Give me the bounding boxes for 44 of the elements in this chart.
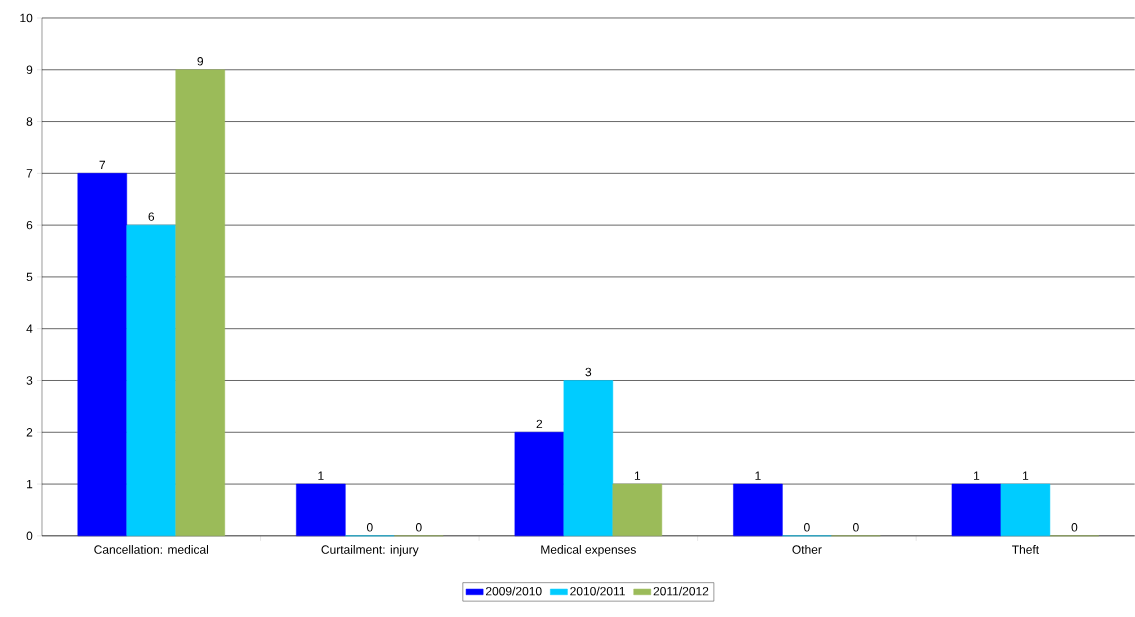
bar: [126, 224, 177, 537]
x-tick-label: Other: [792, 545, 822, 554]
y-tick-label: 1: [27, 480, 33, 489]
bar: [77, 173, 128, 537]
y-tick-label: 2: [26, 428, 33, 437]
data-label: 0: [1071, 523, 1078, 532]
bar: [296, 483, 346, 537]
x-tick-label: Curtailment: injury: [321, 545, 419, 557]
data-label: 1: [974, 471, 980, 480]
data-label: 1: [318, 471, 324, 480]
data-label: 1: [1023, 471, 1029, 480]
data-label: 9: [197, 57, 204, 66]
bar: [612, 483, 663, 537]
bar: [514, 432, 565, 537]
bar: [733, 483, 783, 537]
data-label: 0: [804, 523, 810, 532]
y-tick-label: 9: [26, 65, 33, 75]
y-tick-label: 8: [26, 117, 33, 126]
x-tick-label: Cancellation: medical: [94, 545, 209, 554]
data-label: 0: [415, 523, 422, 532]
data-label: 0: [853, 523, 859, 532]
y-tick-label: 5: [26, 272, 33, 282]
data-label: 1: [755, 471, 761, 480]
bar: [1000, 483, 1051, 537]
data-label: 7: [99, 160, 106, 170]
legend-label: 2009/2010: [485, 586, 542, 596]
x-tick-label: Theft: [1012, 545, 1040, 554]
data-label: 3: [585, 367, 592, 377]
x-tick-label: Medical expenses: [541, 545, 636, 557]
legend-label: 2010/2011: [570, 586, 625, 596]
y-tick-label: 0: [26, 531, 33, 541]
bar: [951, 483, 1002, 537]
bar: [563, 380, 614, 537]
data-label: 6: [148, 212, 155, 221]
bar: [175, 69, 225, 537]
y-tick-label: 3: [26, 376, 33, 385]
y-tick-label: 4: [26, 324, 33, 333]
data-label: 2: [536, 419, 543, 429]
y-tick-label: 6: [26, 220, 33, 230]
data-label: 1: [634, 471, 641, 480]
y-tick-label: 10: [20, 13, 33, 23]
data-label: 0: [366, 523, 373, 532]
y-tick-label: 7: [26, 169, 33, 178]
legend-label: 2011/2012: [653, 586, 709, 596]
